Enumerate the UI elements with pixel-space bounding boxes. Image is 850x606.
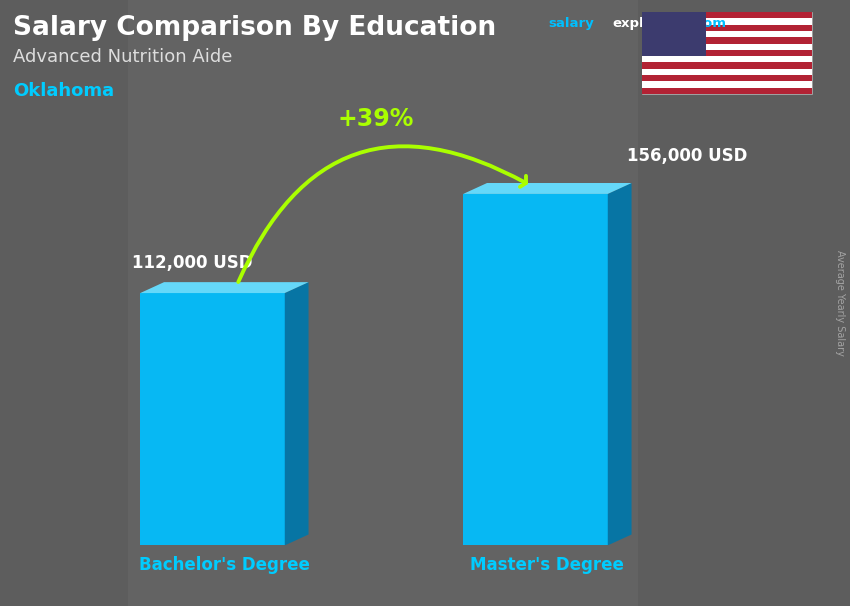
Polygon shape <box>642 50 812 56</box>
Polygon shape <box>463 194 608 545</box>
Polygon shape <box>608 183 632 545</box>
Polygon shape <box>642 81 812 88</box>
Text: .com: .com <box>690 17 726 30</box>
Text: Salary Comparison By Education: Salary Comparison By Education <box>13 15 496 41</box>
Text: 156,000 USD: 156,000 USD <box>627 147 748 165</box>
Polygon shape <box>642 12 812 18</box>
Polygon shape <box>642 88 812 94</box>
Polygon shape <box>642 12 812 94</box>
Polygon shape <box>642 25 812 31</box>
Polygon shape <box>642 44 812 50</box>
Polygon shape <box>642 62 812 68</box>
Polygon shape <box>140 293 285 545</box>
Polygon shape <box>463 183 632 194</box>
Polygon shape <box>642 31 812 38</box>
Text: Master's Degree: Master's Degree <box>470 556 625 574</box>
Text: Bachelor's Degree: Bachelor's Degree <box>139 556 310 574</box>
Text: +39%: +39% <box>337 107 413 132</box>
Polygon shape <box>140 282 309 293</box>
Polygon shape <box>642 38 812 44</box>
Polygon shape <box>642 56 812 62</box>
Text: Oklahoma: Oklahoma <box>13 82 114 100</box>
Polygon shape <box>285 282 309 545</box>
Polygon shape <box>642 75 812 81</box>
Bar <box>128 0 638 606</box>
Polygon shape <box>642 12 706 56</box>
Text: explorer: explorer <box>612 17 675 30</box>
Text: 112,000 USD: 112,000 USD <box>132 254 252 272</box>
Text: salary: salary <box>548 17 594 30</box>
Polygon shape <box>642 18 812 25</box>
Polygon shape <box>642 68 812 75</box>
Text: Advanced Nutrition Aide: Advanced Nutrition Aide <box>13 48 232 67</box>
Text: Average Yearly Salary: Average Yearly Salary <box>835 250 845 356</box>
